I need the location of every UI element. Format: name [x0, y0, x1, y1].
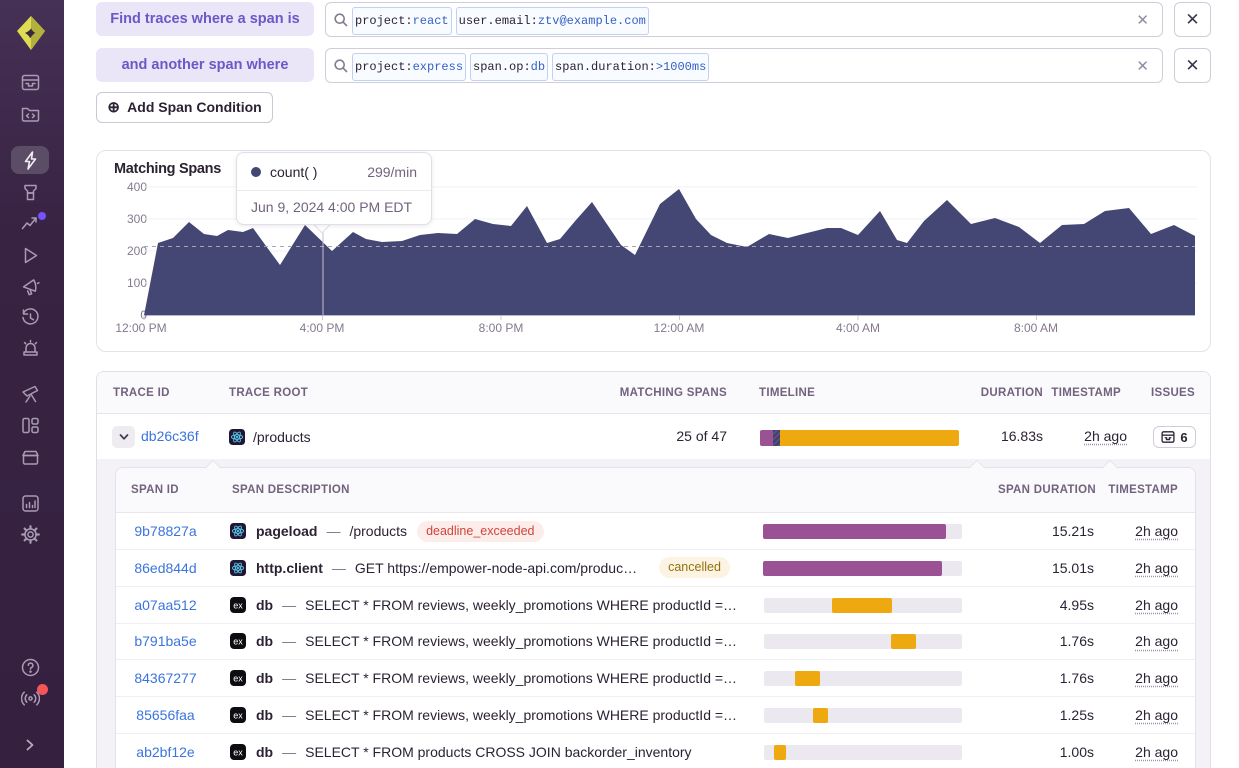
svg-text:ex: ex: [233, 747, 243, 757]
svg-text:ex: ex: [233, 637, 243, 647]
svg-text:ex: ex: [233, 600, 243, 610]
svg-text:ex: ex: [233, 674, 243, 684]
svg-text:ex: ex: [233, 710, 243, 720]
